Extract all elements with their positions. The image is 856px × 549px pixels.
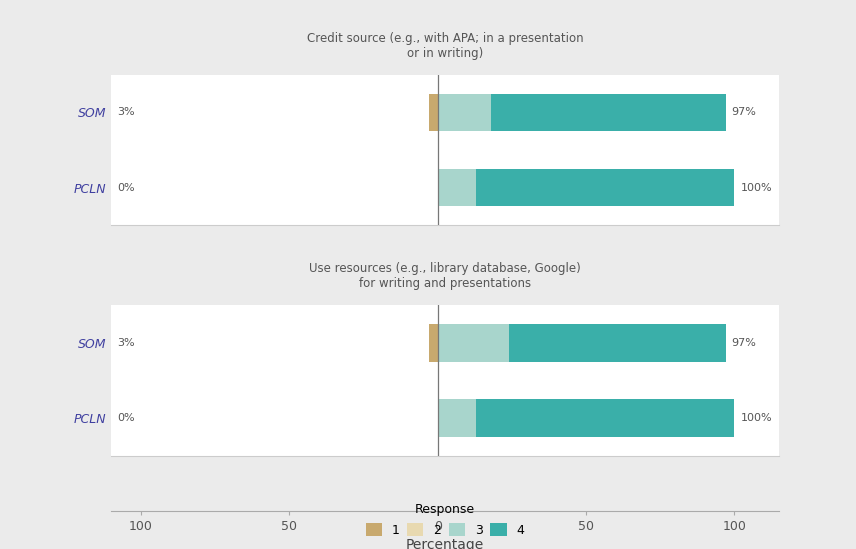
Text: Use resources (e.g., library database, Google)
for writing and presentations: Use resources (e.g., library database, G…: [309, 262, 581, 290]
Text: Credit source (e.g., with APA; in a presentation
or in writing): Credit source (e.g., with APA; in a pres…: [306, 32, 584, 60]
Bar: [437, 169, 476, 206]
Bar: [476, 399, 734, 437]
Bar: [491, 94, 726, 131]
Text: 0%: 0%: [117, 182, 135, 193]
Bar: [429, 324, 437, 362]
Text: 0%: 0%: [117, 413, 135, 423]
Bar: [437, 324, 509, 362]
X-axis label: Percentage: Percentage: [406, 538, 484, 549]
Bar: [437, 399, 476, 437]
Bar: [509, 324, 726, 362]
Text: 97%: 97%: [732, 108, 757, 117]
Text: 3%: 3%: [117, 338, 135, 348]
Text: 100%: 100%: [740, 413, 772, 423]
Bar: [437, 94, 491, 131]
Text: 97%: 97%: [732, 338, 757, 348]
Text: 3%: 3%: [117, 108, 135, 117]
Legend: 1, 2, 3, 4: 1, 2, 3, 4: [360, 497, 531, 543]
Bar: [429, 94, 437, 131]
Bar: [476, 169, 734, 206]
Text: 100%: 100%: [740, 182, 772, 193]
